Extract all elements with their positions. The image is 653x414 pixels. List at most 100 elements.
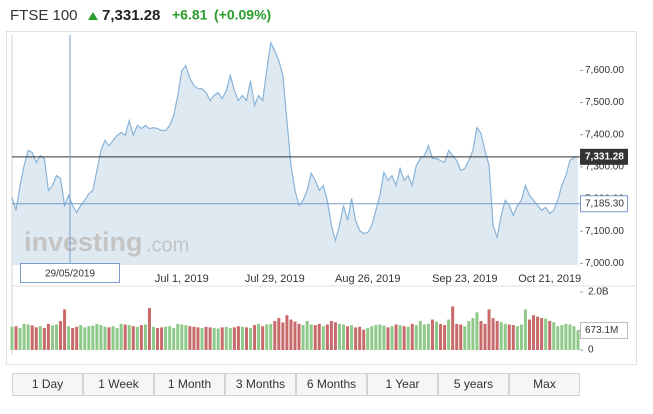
volume-bar — [172, 327, 176, 350]
volume-bar — [305, 321, 309, 350]
area-fill — [12, 42, 578, 266]
y-tick-label: 7,100.00 — [585, 226, 624, 237]
volume-bar — [527, 319, 531, 350]
volume-bar — [249, 327, 253, 350]
volume-bar — [503, 323, 507, 350]
volume-bar — [523, 309, 527, 350]
range-button[interactable] — [12, 373, 83, 396]
volume-bar — [50, 325, 54, 350]
volume-bar — [281, 322, 285, 350]
volume-bar — [552, 322, 556, 350]
range-button-label[interactable]: 1 Day — [32, 377, 63, 391]
volume-bar — [208, 327, 212, 350]
volume-bar — [394, 324, 398, 350]
volume-bar — [265, 324, 269, 350]
volume-bar — [467, 321, 471, 350]
range-button-label[interactable]: 1 Year — [385, 377, 419, 391]
volume-bar — [358, 326, 362, 350]
volume-bar — [447, 319, 451, 350]
volume-bar — [544, 318, 548, 350]
range-button-label[interactable]: 6 Months — [307, 377, 356, 391]
volume-bar — [59, 321, 63, 350]
volume-bar — [107, 327, 111, 350]
volume-bar — [540, 318, 544, 350]
range-button[interactable] — [367, 373, 438, 396]
volume-bar — [87, 326, 91, 350]
y-tick-label: 7,500.00 — [585, 97, 624, 108]
volume-bar — [111, 326, 115, 350]
volume-bar — [188, 326, 192, 350]
y-tick-label: 7,600.00 — [585, 65, 624, 76]
volume-bar — [91, 325, 95, 350]
x-tick-label: Sep 23, 2019 — [432, 273, 497, 285]
volume-bar — [471, 318, 475, 350]
volume-bar — [244, 327, 248, 350]
range-button[interactable] — [83, 373, 154, 396]
volume-bar — [301, 325, 305, 350]
range-button[interactable] — [438, 373, 509, 396]
volume-bar — [99, 325, 103, 350]
volume-bar — [71, 327, 75, 350]
volume-bar — [487, 309, 491, 350]
volume-bar — [83, 327, 87, 350]
range-button-label[interactable]: Max — [533, 377, 556, 391]
y-tick-label: 7,300.00 — [585, 162, 624, 173]
range-button-label[interactable]: 1 Month — [168, 377, 211, 391]
volume-bar — [374, 325, 378, 350]
range-button-label[interactable]: 5 years — [454, 377, 493, 391]
watermark-suffix: .com — [146, 234, 189, 256]
volume-bar — [333, 322, 337, 350]
volume-bar — [147, 307, 151, 350]
volume-bar — [269, 323, 273, 350]
volume-bar — [289, 319, 293, 350]
volume-bar — [406, 326, 410, 350]
volume-bar — [46, 323, 50, 350]
volume-bar — [483, 323, 487, 350]
volume-bar — [26, 324, 30, 350]
crosshair-date-badge — [20, 263, 120, 283]
volume-bar — [386, 327, 390, 350]
volume-bar — [378, 324, 382, 350]
range-button[interactable] — [225, 373, 296, 396]
last-price-badge — [580, 148, 628, 165]
volume-bar — [261, 326, 265, 350]
volume-bar — [257, 323, 261, 350]
volume-bar — [455, 323, 459, 350]
volume-bar — [568, 324, 572, 350]
volume-bar — [135, 326, 139, 350]
range-button-label[interactable]: 1 Week — [98, 377, 139, 391]
volume-bar — [418, 321, 422, 350]
volume-bar — [459, 324, 463, 350]
x-tick-label: Jul 1, 2019 — [155, 273, 209, 285]
volume-bar — [224, 326, 228, 350]
volume-bar — [216, 328, 220, 350]
volume-bar — [22, 323, 26, 350]
volume-bar — [196, 327, 200, 350]
volume-last-badge — [580, 321, 628, 339]
range-button[interactable] — [509, 373, 580, 396]
volume-last-label: 673.1M — [585, 325, 618, 336]
range-button-label[interactable]: 3 Months — [236, 377, 285, 391]
volume-bar — [63, 309, 67, 350]
volume-bar — [127, 325, 131, 350]
range-button[interactable] — [296, 373, 367, 396]
volume-bar — [14, 326, 18, 350]
volume-bar — [435, 321, 438, 350]
x-tick-label: Oct 21, 2019 — [518, 273, 581, 285]
volume-bar — [212, 327, 216, 350]
crosshair-date-label: 29/05/2019 — [45, 269, 95, 280]
volume-bar — [491, 318, 495, 350]
volume-bar — [414, 325, 418, 350]
volume-bar — [410, 323, 414, 350]
y-tick-label: 7,400.00 — [585, 129, 624, 140]
volume-bar — [79, 325, 83, 350]
volume-bar — [572, 326, 576, 350]
volume-bar — [204, 326, 208, 350]
volume-bar — [548, 321, 552, 350]
volume-bar — [168, 326, 172, 350]
volume-bar — [200, 327, 204, 350]
volume-bar — [362, 329, 366, 350]
volume-bar — [160, 327, 164, 350]
range-button[interactable] — [154, 373, 225, 396]
